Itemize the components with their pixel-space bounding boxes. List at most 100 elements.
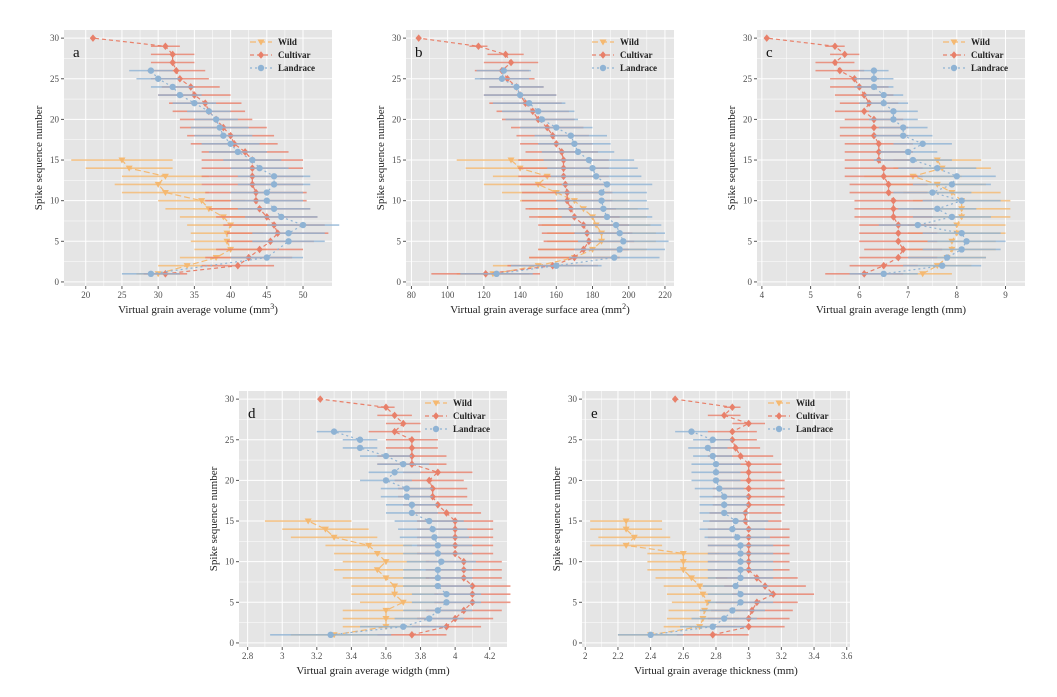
data-point xyxy=(285,238,292,245)
y-tick-label: 5 xyxy=(573,597,578,607)
legend-label: Cultivar xyxy=(796,411,829,421)
data-point xyxy=(408,631,416,639)
y-tick-label: 0 xyxy=(748,277,753,287)
data-point xyxy=(161,173,169,180)
y-tick-label: 15 xyxy=(568,516,578,526)
data-point xyxy=(709,623,716,630)
data-point xyxy=(571,140,578,147)
data-point xyxy=(963,238,970,245)
x-tick-label: 35 xyxy=(190,290,200,300)
data-point xyxy=(958,246,965,253)
data-point xyxy=(270,181,278,188)
x-tick-label: 9 xyxy=(1003,290,1008,300)
data-point xyxy=(399,599,407,606)
chart-b: 80 100 120 140 160 180 200 220 0 5 10 15 20 25 30 Virtu… xyxy=(375,30,674,316)
x-tick-label: 100 xyxy=(441,290,455,300)
data-point xyxy=(600,205,607,212)
data-point xyxy=(256,164,263,172)
data-point xyxy=(841,50,848,59)
data-point xyxy=(679,551,687,558)
data-point xyxy=(737,590,744,598)
y-tick-label: 10 xyxy=(50,196,60,206)
data-point xyxy=(516,91,524,99)
data-point xyxy=(403,485,410,492)
series-landrace xyxy=(849,67,1006,278)
data-point xyxy=(890,116,897,123)
data-point xyxy=(173,66,180,75)
data-point xyxy=(699,591,707,598)
data-point xyxy=(285,229,292,237)
y-axis-label: Spike sequence number xyxy=(551,466,563,571)
data-point xyxy=(330,428,338,435)
x-tick-label: 3.2 xyxy=(311,651,322,661)
data-point xyxy=(475,42,482,51)
legend-label: Wild xyxy=(620,37,639,47)
data-point xyxy=(270,173,278,180)
y-tick-label: 0 xyxy=(397,277,402,287)
legend-marker xyxy=(599,39,607,46)
data-point xyxy=(712,477,720,484)
data-point xyxy=(443,590,450,598)
data-point xyxy=(880,270,887,278)
panel-letter: d xyxy=(248,406,256,422)
data-point xyxy=(720,501,728,508)
x-tick-label: 30 xyxy=(154,290,164,300)
data-point xyxy=(696,583,704,590)
legend-marker xyxy=(257,39,265,46)
legend-marker xyxy=(257,51,265,59)
x-tick-label: 2.8 xyxy=(242,651,254,661)
data-point xyxy=(574,148,582,156)
data-point xyxy=(434,582,442,590)
data-point xyxy=(434,566,442,573)
data-point xyxy=(679,559,687,566)
legend-label: Cultivar xyxy=(278,50,311,60)
data-point xyxy=(118,157,126,164)
data-point xyxy=(391,427,398,436)
data-point xyxy=(679,567,687,574)
data-point xyxy=(712,469,720,476)
data-point xyxy=(592,173,600,180)
legend: Wild Cultivar Landrace xyxy=(250,37,315,73)
x-tick-label: 160 xyxy=(550,290,564,300)
data-point xyxy=(507,157,515,164)
y-tick-label: 20 xyxy=(568,475,578,485)
x-tick-label: 45 xyxy=(262,290,272,300)
legend: Wild Cultivar Landrace xyxy=(943,37,1008,73)
data-point xyxy=(382,607,390,614)
data-point xyxy=(720,509,728,517)
y-tick-label: 0 xyxy=(230,638,235,648)
y-tick-label: 25 xyxy=(392,74,402,84)
data-point xyxy=(234,148,242,156)
data-point xyxy=(391,469,398,476)
data-point xyxy=(890,108,897,115)
data-point xyxy=(880,172,887,181)
data-point xyxy=(734,534,741,541)
y-tick-label: 5 xyxy=(55,236,60,246)
data-point xyxy=(299,221,307,229)
x-tick-label: 40 xyxy=(226,290,236,300)
x-tick-label: 3 xyxy=(746,651,751,661)
x-axis-label: Virtual grain average surface area (mm2) xyxy=(450,302,630,316)
data-point xyxy=(249,156,256,164)
data-point xyxy=(895,229,902,237)
y-axis-label: Spike sequence number xyxy=(375,105,387,210)
panel-letter: c xyxy=(766,45,773,61)
data-point xyxy=(567,132,574,139)
data-point xyxy=(616,229,623,237)
data-point xyxy=(415,34,422,42)
data-point xyxy=(513,83,520,91)
data-point xyxy=(382,452,390,460)
data-point xyxy=(745,460,752,468)
x-tick-label: 120 xyxy=(477,290,491,300)
data-point xyxy=(162,42,169,51)
data-point xyxy=(880,164,887,172)
data-point xyxy=(880,91,887,99)
legend-label: Landrace xyxy=(278,63,315,73)
legend-label: Landrace xyxy=(620,63,657,73)
data-point xyxy=(373,551,381,558)
chart-panel-c: 4 5 6 7 8 9 0 5 10 15 20 25 30 Virtual grain average … xyxy=(723,24,1043,329)
x-tick-label: 3.4 xyxy=(346,651,358,661)
legend-marker xyxy=(775,400,783,407)
panel-letter: b xyxy=(415,45,423,61)
x-tick-label: 6 xyxy=(857,290,862,300)
